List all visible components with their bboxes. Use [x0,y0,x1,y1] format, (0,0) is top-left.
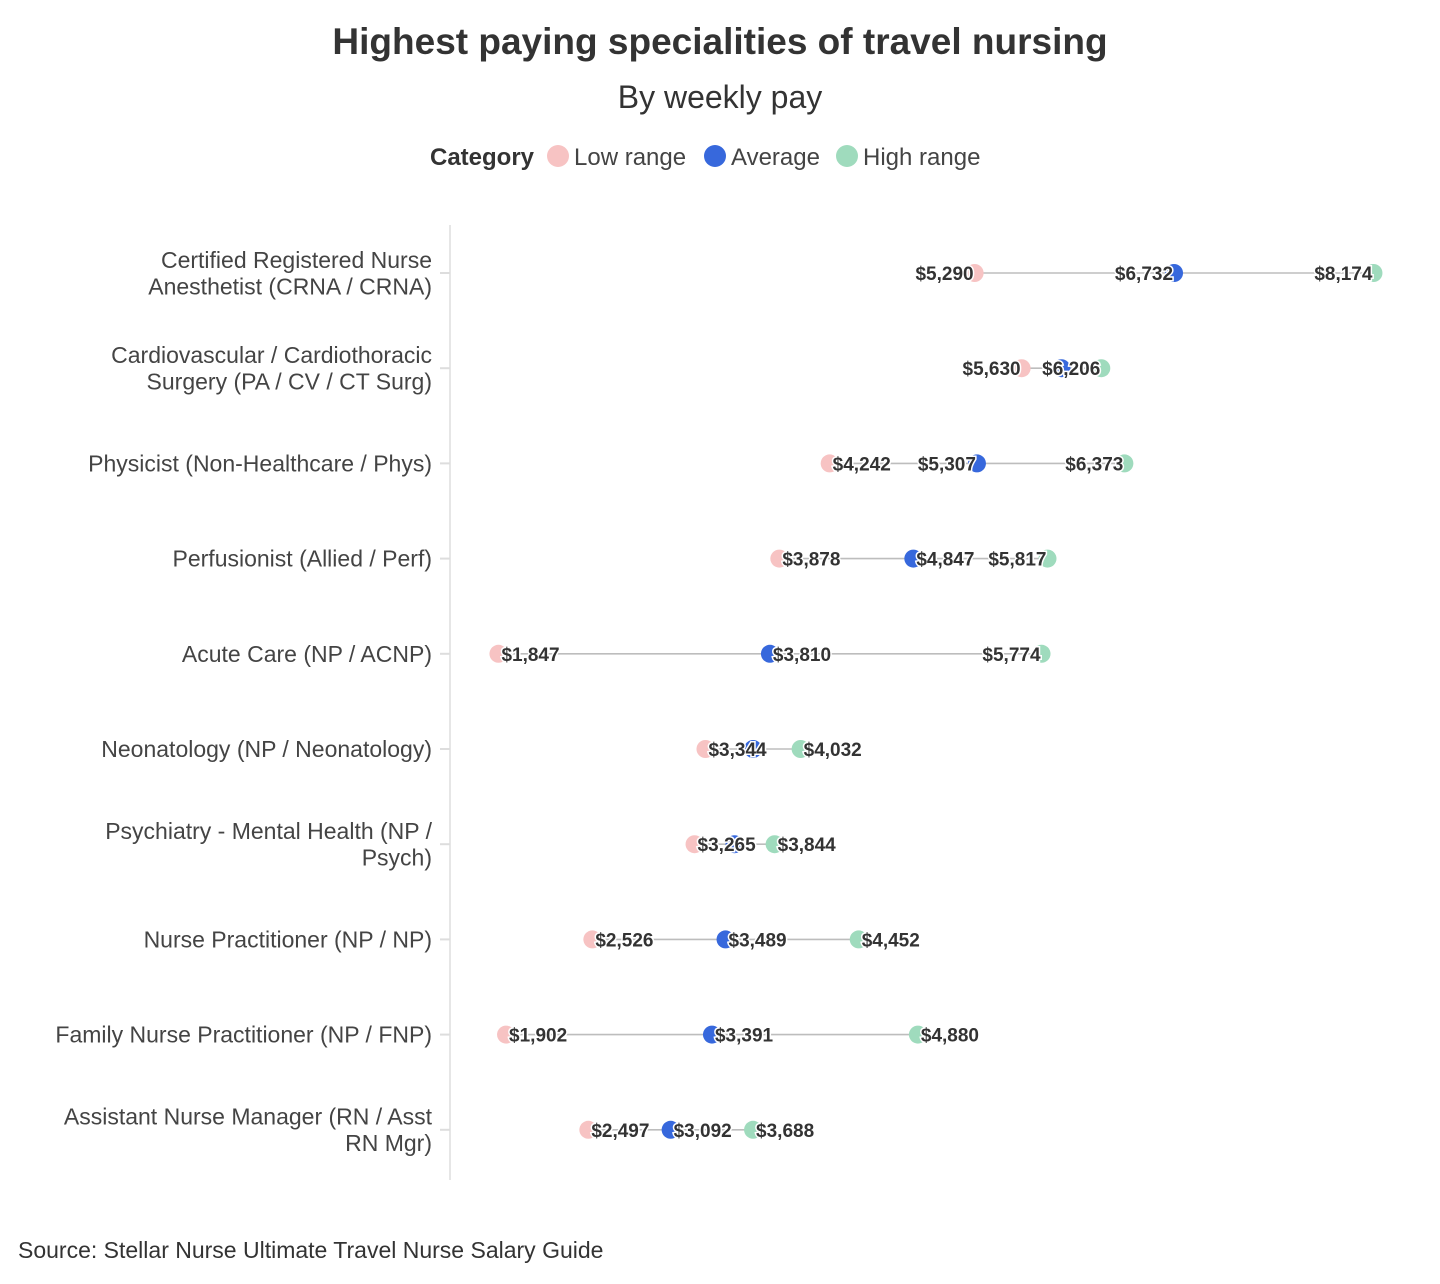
dot-high-range [908,1025,927,1044]
legend-swatch-2 [836,145,858,167]
category-label: Psychiatry - Mental Health (NP / Psych) [105,818,432,871]
dot-average [967,454,986,473]
dot-low-range [1012,359,1031,378]
category-label: Neonatology (NP / Neonatology) [101,736,432,762]
category-row: Certified Registered Nurse Anesthetist (C… [148,247,1383,300]
dot-high-range [849,930,868,949]
dot-high-range [791,740,810,758]
dot-low-range [770,549,789,568]
source-note: Source: Stellar Nurse Ultimate Travel Nu… [18,1237,603,1263]
category-label: Cardiovascular / Cardiothoracic Surgery (… [111,342,432,395]
data-label: $4,847 [916,550,974,571]
data-label: $4,880 [921,1026,979,1047]
data-label: $4,452 [862,930,920,951]
category-label: Acute Care (NP / ACNP) [182,641,432,667]
category-row: Perfusionist (Allied / Perf) $3,878 $4,847… [173,546,1057,572]
data-label: $3,092 [674,1121,732,1142]
dot-high-range [744,1120,763,1139]
dot-average [702,1025,721,1044]
dot-average [760,644,779,663]
data-label: $5,630 [963,359,1021,380]
data-label: $5,817 [988,550,1046,571]
category-row: Physicist (Non-Healthcare / Phys) $4,242 $… [88,450,1134,477]
legend-label: Average [731,144,820,171]
data-label: $5,774 [982,645,1041,666]
dot-average [716,930,735,949]
category-row: Neonatology (NP / Neonatology) $3,344 $4,0… [101,736,863,763]
legend-swatch-1 [704,145,726,167]
category-row: Psychiatry - Mental Health (NP / Psych) $3… [105,818,837,871]
category-label: Nurse Practitioner (NP / NP) [144,926,432,952]
data-label: $3,688 [756,1121,814,1142]
data-label: $1,847 [501,645,559,666]
legend-swatch-0 [547,145,569,167]
data-label: $3,265 [698,835,757,856]
legend-label: Low range [574,144,686,171]
dot-high-range [765,835,784,854]
chart-title: Highest paying specialities of travel nu… [332,21,1107,62]
data-label: $2,526 [595,930,653,951]
chart-subtitle: By weekly pay [618,79,823,115]
data-label: $3,344 [708,740,767,761]
dot-low-range [696,740,715,758]
dot-low-range [685,835,704,854]
dot-high-range [1364,264,1383,282]
data-label: $5,307 [918,454,976,475]
dot-low-range [497,1025,516,1044]
data-label: $6,732 [1115,264,1173,285]
dot-average [904,549,923,568]
dot-low-range [820,454,839,473]
data-label: $6,373 [1065,454,1123,475]
category-label: Physicist (Non-Healthcare / Phys) [88,450,432,476]
data-label: $5,290 [915,264,973,285]
dot-low-range [489,644,508,663]
category-label: Perfusionist (Allied / Perf) [173,546,432,572]
category-row: Assistant Nurse Manager (RN / Asst RN Mgr… [64,1104,816,1157]
data-label: $2,497 [591,1121,649,1142]
dot-high-range [1038,549,1057,568]
dot-average [744,740,763,758]
data-label: $3,489 [729,930,787,951]
dot-high-range [1032,644,1051,663]
category-label: Family Nurse Practitioner (NP / FNP) [55,1022,432,1048]
dot-high-range [1092,359,1111,378]
dot-low-range [579,1120,598,1139]
dot-average [725,835,744,854]
legend-label: High range [863,144,980,171]
category-row: Family Nurse Practitioner (NP / FNP) $1,9… [55,1022,980,1049]
category-row: Nurse Practitioner (NP / NP) $2,526 $3,489… [144,926,922,953]
data-label: $3,878 [782,550,840,571]
data-label: $3,391 [715,1026,774,1047]
data-label: $8,174 [1314,264,1373,285]
dot-average [661,1120,680,1139]
data-label: $6,206 [1042,359,1100,380]
dot-high-range [1115,454,1134,473]
dot-low-range [583,930,602,949]
dot-average [1052,359,1071,378]
legend-title: Category [430,144,535,171]
dot-low-range [965,264,984,282]
category-row: Acute Care (NP / ACNP) $1,847 $3,810 $5,774 [182,641,1051,667]
data-label: $4,242 [833,454,891,475]
category-label: Assistant Nurse Manager (RN / Asst RN Mgr… [64,1104,433,1157]
dot-average [1165,264,1184,282]
category-row: Cardiovascular / Cardiothoracic Surgery (… [111,342,1111,395]
legend: Category Low range Average High range [430,144,980,171]
data-label: $4,032 [804,740,862,761]
data-label: $3,810 [773,645,831,666]
category-label: Certified Registered Nurse Anesthetist (C… [148,247,432,300]
data-label: $1,902 [509,1026,567,1047]
data-label: $3,844 [778,835,837,856]
